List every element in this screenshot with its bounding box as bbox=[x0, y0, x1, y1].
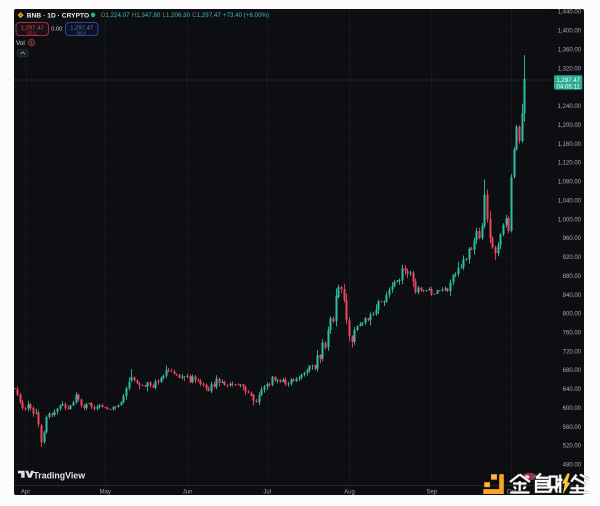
svg-text:1,000.00: 1,000.00 bbox=[558, 217, 582, 223]
svg-text:760.00: 760.00 bbox=[563, 331, 582, 337]
svg-text:0.00: 0.00 bbox=[51, 27, 62, 33]
svg-text:Apr: Apr bbox=[21, 489, 30, 495]
svg-text:1,120.00: 1,120.00 bbox=[558, 161, 582, 167]
svg-text:520.00: 520.00 bbox=[563, 444, 582, 450]
svg-text:SELL: SELL bbox=[27, 31, 39, 36]
svg-text:720.00: 720.00 bbox=[563, 349, 582, 355]
svg-text:1,297.47: 1,297.47 bbox=[70, 25, 93, 31]
svg-text:920.00: 920.00 bbox=[563, 255, 582, 261]
svg-text:600.00: 600.00 bbox=[563, 406, 582, 412]
svg-text:04:05:11: 04:05:11 bbox=[557, 83, 581, 90]
svg-text:1,080.00: 1,080.00 bbox=[558, 180, 582, 186]
svg-text:640.00: 640.00 bbox=[563, 387, 582, 393]
svg-text:1,320.00: 1,320.00 bbox=[558, 66, 582, 72]
svg-text:1,297.47: 1,297.47 bbox=[556, 77, 580, 84]
svg-text:!: ! bbox=[31, 41, 32, 47]
svg-text:BNB · 1D · CRYPTO: BNB · 1D · CRYPTO bbox=[27, 12, 89, 19]
svg-text:800.00: 800.00 bbox=[563, 312, 582, 318]
svg-text:BUY: BUY bbox=[77, 31, 86, 36]
svg-text:Jul: Jul bbox=[263, 489, 271, 495]
svg-text:680.00: 680.00 bbox=[563, 368, 582, 374]
svg-text:1,360.00: 1,360.00 bbox=[558, 47, 582, 53]
svg-text:Jun: Jun bbox=[183, 489, 193, 495]
svg-text:Sep: Sep bbox=[426, 489, 437, 495]
svg-text:480.00: 480.00 bbox=[563, 463, 582, 469]
svg-text:May: May bbox=[100, 489, 111, 495]
svg-text:560.00: 560.00 bbox=[563, 425, 582, 431]
svg-text:Vol: Vol bbox=[16, 40, 25, 47]
svg-text:1,200.00: 1,200.00 bbox=[558, 123, 582, 129]
svg-text:Aug: Aug bbox=[344, 489, 355, 495]
svg-text:1,297.47: 1,297.47 bbox=[21, 25, 44, 31]
svg-text:880.00: 880.00 bbox=[563, 274, 582, 280]
svg-text:840.00: 840.00 bbox=[563, 293, 582, 299]
svg-text:1,240.00: 1,240.00 bbox=[558, 104, 582, 110]
svg-text:TradingView: TradingView bbox=[33, 470, 85, 480]
svg-text:1,160.00: 1,160.00 bbox=[558, 142, 582, 148]
svg-text:1,040.00: 1,040.00 bbox=[558, 198, 582, 204]
svg-text:960.00: 960.00 bbox=[563, 236, 582, 242]
svg-text:1,400.00: 1,400.00 bbox=[558, 29, 582, 35]
svg-text:1,440.00: 1,440.00 bbox=[558, 10, 582, 16]
